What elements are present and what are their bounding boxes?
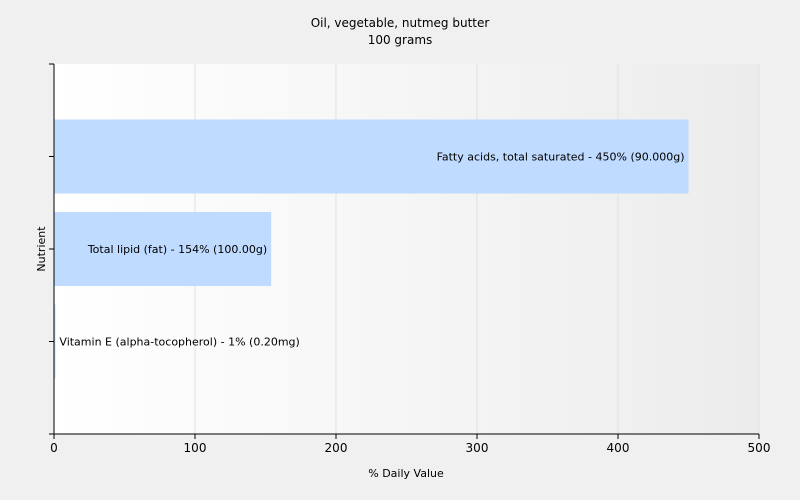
x-tick-label-3: 300 <box>466 441 489 455</box>
x-tick-label-1: 100 <box>184 441 207 455</box>
bar-1 <box>54 212 272 286</box>
x-tick-label-4: 400 <box>607 441 630 455</box>
data-label-1: Total lipid (fat) - 154% (100.00g) <box>87 243 267 256</box>
data-label-0: Fatty acids, total saturated - 450% (90.… <box>437 151 685 164</box>
x-tick-label-5: 500 <box>748 441 771 455</box>
chart-subtitle: 100 grams <box>368 33 433 47</box>
bar-2 <box>54 304 56 379</box>
y-axis-label: Nutrient <box>35 226 48 272</box>
bar-0 <box>54 119 689 194</box>
x-tick-label-0: 0 <box>50 441 58 455</box>
data-label-2: Vitamin E (alpha-tocopherol) - 1% (0.20m… <box>59 336 299 349</box>
chart-title: Oil, vegetable, nutmeg butter <box>311 16 490 30</box>
x-axis-label: % Daily Value <box>368 467 444 480</box>
x-tick-label-2: 200 <box>325 441 348 455</box>
